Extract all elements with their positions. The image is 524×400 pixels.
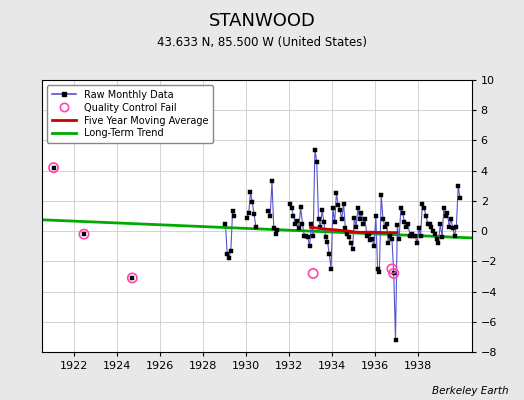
Point: [309, 270, 318, 277]
Text: Berkeley Earth: Berkeley Earth: [432, 386, 508, 396]
Text: 43.633 N, 85.500 W (United States): 43.633 N, 85.500 W (United States): [157, 36, 367, 49]
Point: [128, 275, 137, 281]
Point: [389, 270, 398, 277]
Point: [49, 164, 58, 171]
Point: [388, 266, 396, 272]
Legend: Raw Monthly Data, Quality Control Fail, Five Year Moving Average, Long-Term Tren: Raw Monthly Data, Quality Control Fail, …: [47, 85, 213, 143]
Text: STANWOOD: STANWOOD: [209, 12, 315, 30]
Point: [80, 231, 88, 237]
